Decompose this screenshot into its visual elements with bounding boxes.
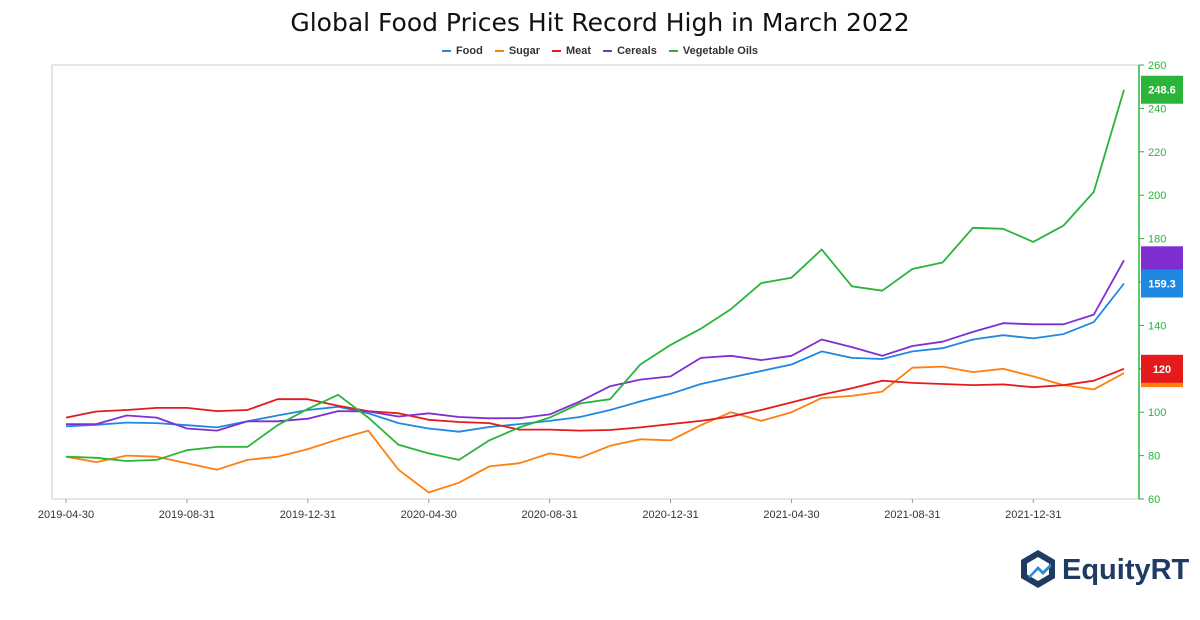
chart-legend: Food Sugar Meat Cereals Vegetable Oils bbox=[0, 45, 1200, 57]
y-tick-label: 140 bbox=[1148, 320, 1166, 332]
legend-swatch bbox=[603, 50, 613, 53]
y-tick-label: 60 bbox=[1148, 494, 1160, 506]
legend-label: Meat bbox=[566, 45, 592, 57]
x-tick-label: 2020-12-31 bbox=[642, 509, 698, 521]
y-tick-label: 240 bbox=[1148, 103, 1166, 115]
y-tick-label: 180 bbox=[1148, 234, 1166, 246]
value-tag-meat bbox=[1141, 354, 1183, 383]
series-line-food bbox=[65, 282, 1125, 433]
value-label-meat: 120 bbox=[1153, 364, 1171, 376]
legend-swatch bbox=[494, 50, 504, 53]
x-tick-label: 2019-04-30 bbox=[38, 509, 94, 521]
legend-swatch bbox=[552, 50, 562, 53]
legend-item-food[interactable]: Food bbox=[441, 45, 483, 57]
chart-title: Global Food Prices Hit Record High in Ma… bbox=[290, 8, 910, 37]
equityrt-logo-icon bbox=[1021, 550, 1055, 588]
x-tick-label: 2021-04-30 bbox=[763, 509, 819, 521]
y-tick-label: 200 bbox=[1148, 190, 1166, 202]
legend-label: Cereals bbox=[617, 45, 657, 57]
x-tick-label: 2019-08-31 bbox=[159, 509, 215, 521]
series-line-sugar bbox=[65, 365, 1125, 494]
y-tick-label: 220 bbox=[1148, 147, 1166, 159]
value-label-food: 159.3 bbox=[1148, 279, 1176, 291]
legend-label: Vegetable Oils bbox=[682, 45, 759, 57]
y-tick-label: 100 bbox=[1148, 407, 1166, 419]
x-tick-label: 2020-04-30 bbox=[401, 509, 457, 521]
equityrt-logo-text: EquityRT bbox=[1062, 554, 1190, 586]
plot-area-frame bbox=[51, 64, 1140, 500]
value-tag-food bbox=[1141, 269, 1183, 298]
series-line-vegetable-oils bbox=[65, 89, 1125, 462]
series-line-cereals bbox=[66, 259, 1125, 432]
value-tag-vegetable-oils bbox=[1141, 75, 1183, 104]
legend-swatch bbox=[441, 50, 451, 53]
x-tick-label: 2019-12-31 bbox=[280, 509, 336, 521]
value-label-vegetable-oils: 248.6 bbox=[1148, 85, 1176, 97]
legend-item-cereals[interactable]: Cereals bbox=[603, 45, 657, 57]
equityrt-logo: EquityRT bbox=[1018, 547, 1190, 597]
legend-item-vegetable-oils[interactable]: Vegetable Oils bbox=[668, 45, 759, 57]
legend-item-sugar[interactable]: Sugar bbox=[494, 45, 541, 57]
x-tick-label: 2020-08-31 bbox=[522, 509, 578, 521]
x-tick-label: 2021-08-31 bbox=[884, 509, 940, 521]
x-tick-label: 2021-12-31 bbox=[1005, 509, 1061, 521]
y-tick-label: 260 bbox=[1148, 60, 1166, 72]
legend-item-meat[interactable]: Meat bbox=[552, 45, 591, 57]
legend-label: Sugar bbox=[508, 45, 541, 57]
legend-swatch bbox=[668, 50, 678, 53]
legend-label: Food bbox=[455, 45, 483, 57]
y-tick-label: 80 bbox=[1148, 451, 1160, 463]
series-line-meat bbox=[65, 367, 1125, 432]
